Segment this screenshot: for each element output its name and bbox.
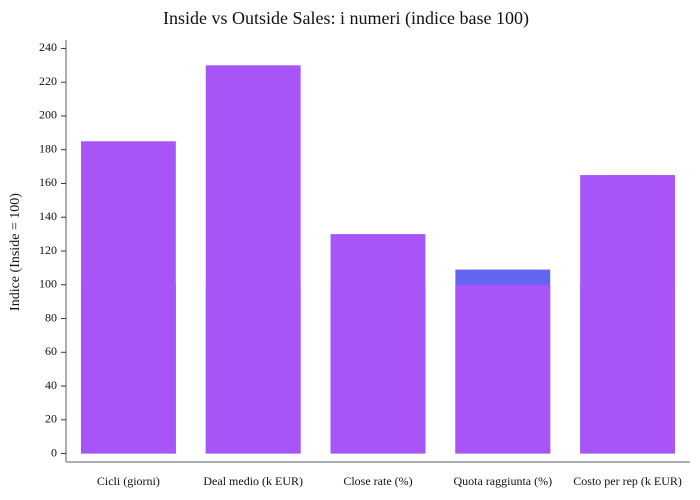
y-tick-label: 20 [45,412,57,426]
y-tick-label: 0 [51,445,57,459]
bar [580,175,676,454]
y-tick-label: 140 [39,209,57,223]
x-tick-label: Costo per rep (k EUR) [573,474,682,488]
y-tick-label: 180 [39,141,57,155]
y-axis-label: Indice (Inside = 100) [8,193,23,311]
y-tick-label: 240 [39,40,57,54]
bar [455,284,551,454]
chart-title: Inside vs Outside Sales: i numeri (indic… [163,8,529,29]
y-tick-label: 200 [39,108,57,122]
bar [330,234,426,454]
x-tick-label: Deal medio (k EUR) [203,474,303,488]
x-tick-label: Close rate (%) [343,474,412,488]
y-tick-label: 100 [39,277,57,291]
y-tick-label: 120 [39,243,57,257]
x-tick-label: Cicli (giorni) [97,474,160,488]
y-tick-label: 220 [39,74,57,88]
bar [80,141,176,454]
x-tick-label: Quota raggiunta (%) [453,474,552,488]
y-tick-label: 80 [45,310,57,324]
y-tick-label: 40 [45,378,57,392]
y-tick-label: 160 [39,175,57,189]
bar [205,65,301,454]
y-tick-label: 60 [45,344,57,358]
